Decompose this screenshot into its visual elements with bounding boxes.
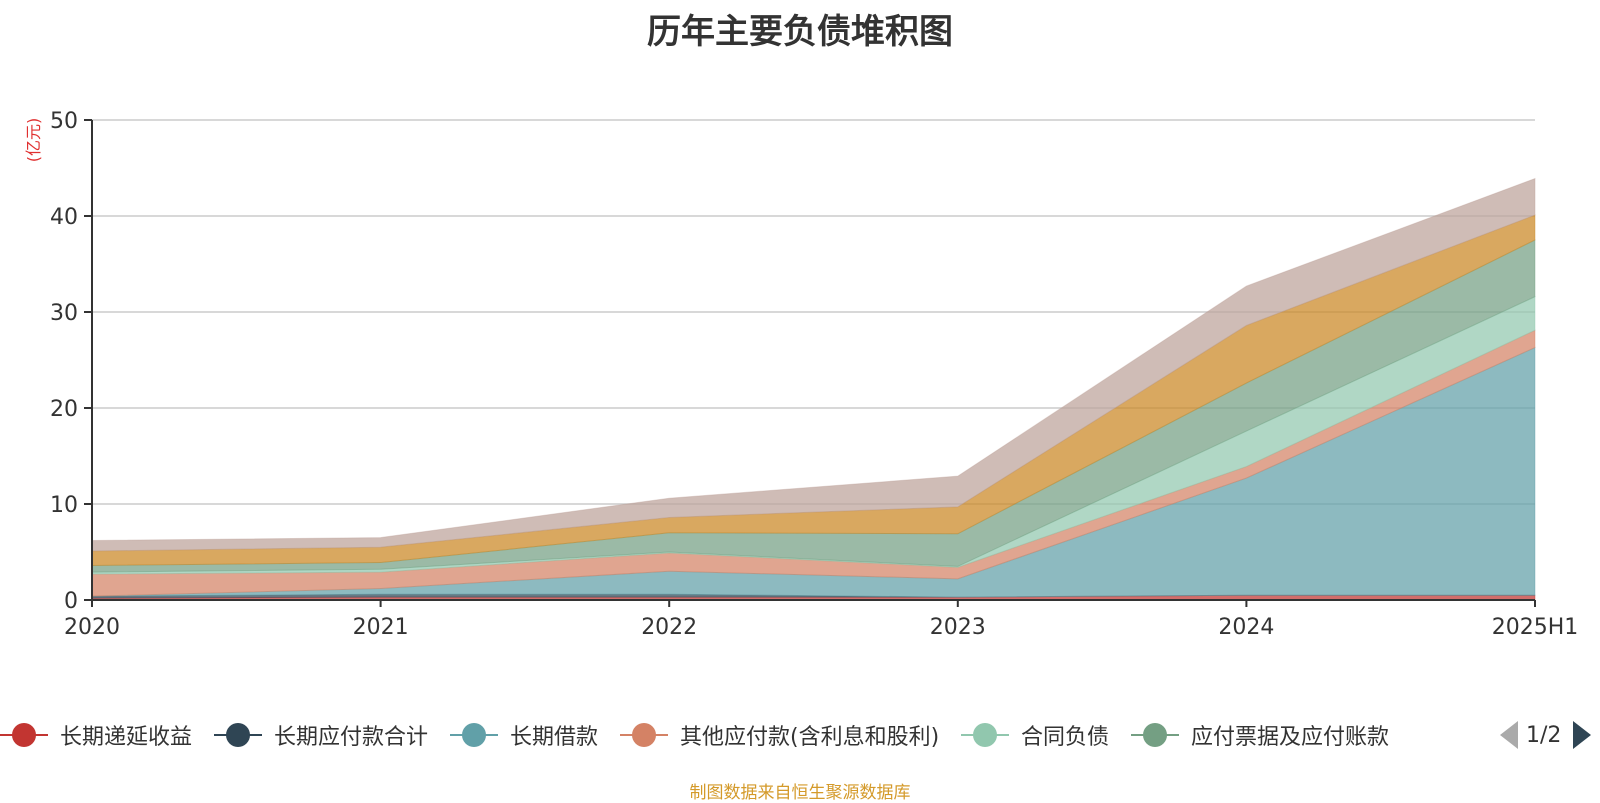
chart-legend: 长期递延收益 长期应付款合计 长期借款 其他应付款(含利息和股利) 合同负债 应付票据及应… bbox=[0, 715, 1600, 755]
legend-pager: 1/2 bbox=[1500, 715, 1592, 755]
legend-marker-icon bbox=[961, 723, 1009, 747]
y-tick-label: 0 bbox=[64, 589, 78, 614]
y-tick-label: 30 bbox=[50, 301, 78, 326]
legend-next-page-icon[interactable] bbox=[1573, 721, 1592, 749]
legend-item[interactable]: 应付票据及应付账款 bbox=[1131, 715, 1389, 755]
y-tick-label: 40 bbox=[50, 205, 78, 230]
legend-marker-icon bbox=[0, 723, 48, 747]
legend-label: 其他应付款(含利息和股利) bbox=[680, 725, 940, 750]
legend-item[interactable]: 合同负债 bbox=[961, 715, 1109, 755]
x-tick-label: 2025H1 bbox=[1492, 615, 1579, 640]
x-tick-label: 2023 bbox=[930, 615, 986, 640]
legend-marker-icon bbox=[1131, 723, 1179, 747]
x-tick-label: 2021 bbox=[353, 615, 409, 640]
area-series-2 bbox=[91, 346, 1536, 598]
y-tick-label: 50 bbox=[50, 109, 78, 134]
legend-item[interactable]: 长期递延收益 bbox=[0, 715, 192, 755]
legend-page-indicator: 1/2 bbox=[1526, 722, 1562, 748]
data-source-footer: 制图数据来自恒生聚源数据库 bbox=[689, 783, 911, 803]
legend-prev-page-icon[interactable] bbox=[1500, 721, 1518, 749]
area-series-7 bbox=[91, 177, 1536, 552]
legend-marker-icon bbox=[450, 723, 498, 747]
legend-label: 长期递延收益 bbox=[60, 725, 193, 750]
chart-title: 历年主要负债堆积图 bbox=[647, 12, 953, 52]
y-tick-label: 10 bbox=[50, 493, 78, 518]
y-tick-label: 20 bbox=[50, 397, 78, 422]
legend-item[interactable]: 其他应付款(含利息和股利) bbox=[620, 715, 939, 755]
legend-label: 应付票据及应付账款 bbox=[1191, 725, 1390, 750]
legend-marker-icon bbox=[214, 723, 262, 747]
legend-label: 合同负债 bbox=[1021, 725, 1110, 750]
legend-label: 长期应付款合计 bbox=[274, 725, 429, 750]
stacked-area-chart: 0 10 20 30 40 50 2020 2021 2022 2023 2024 2025H1 bbox=[50, 109, 1579, 640]
legend-item[interactable]: 长期应付款合计 bbox=[214, 715, 428, 755]
legend-item[interactable]: 长期借款 bbox=[450, 715, 598, 755]
x-tick-label: 2022 bbox=[641, 615, 697, 640]
x-tick-label: 2020 bbox=[64, 615, 120, 640]
x-tick-label: 2024 bbox=[1218, 615, 1274, 640]
legend-label: 长期借款 bbox=[510, 725, 599, 750]
legend-marker-icon bbox=[620, 723, 668, 747]
